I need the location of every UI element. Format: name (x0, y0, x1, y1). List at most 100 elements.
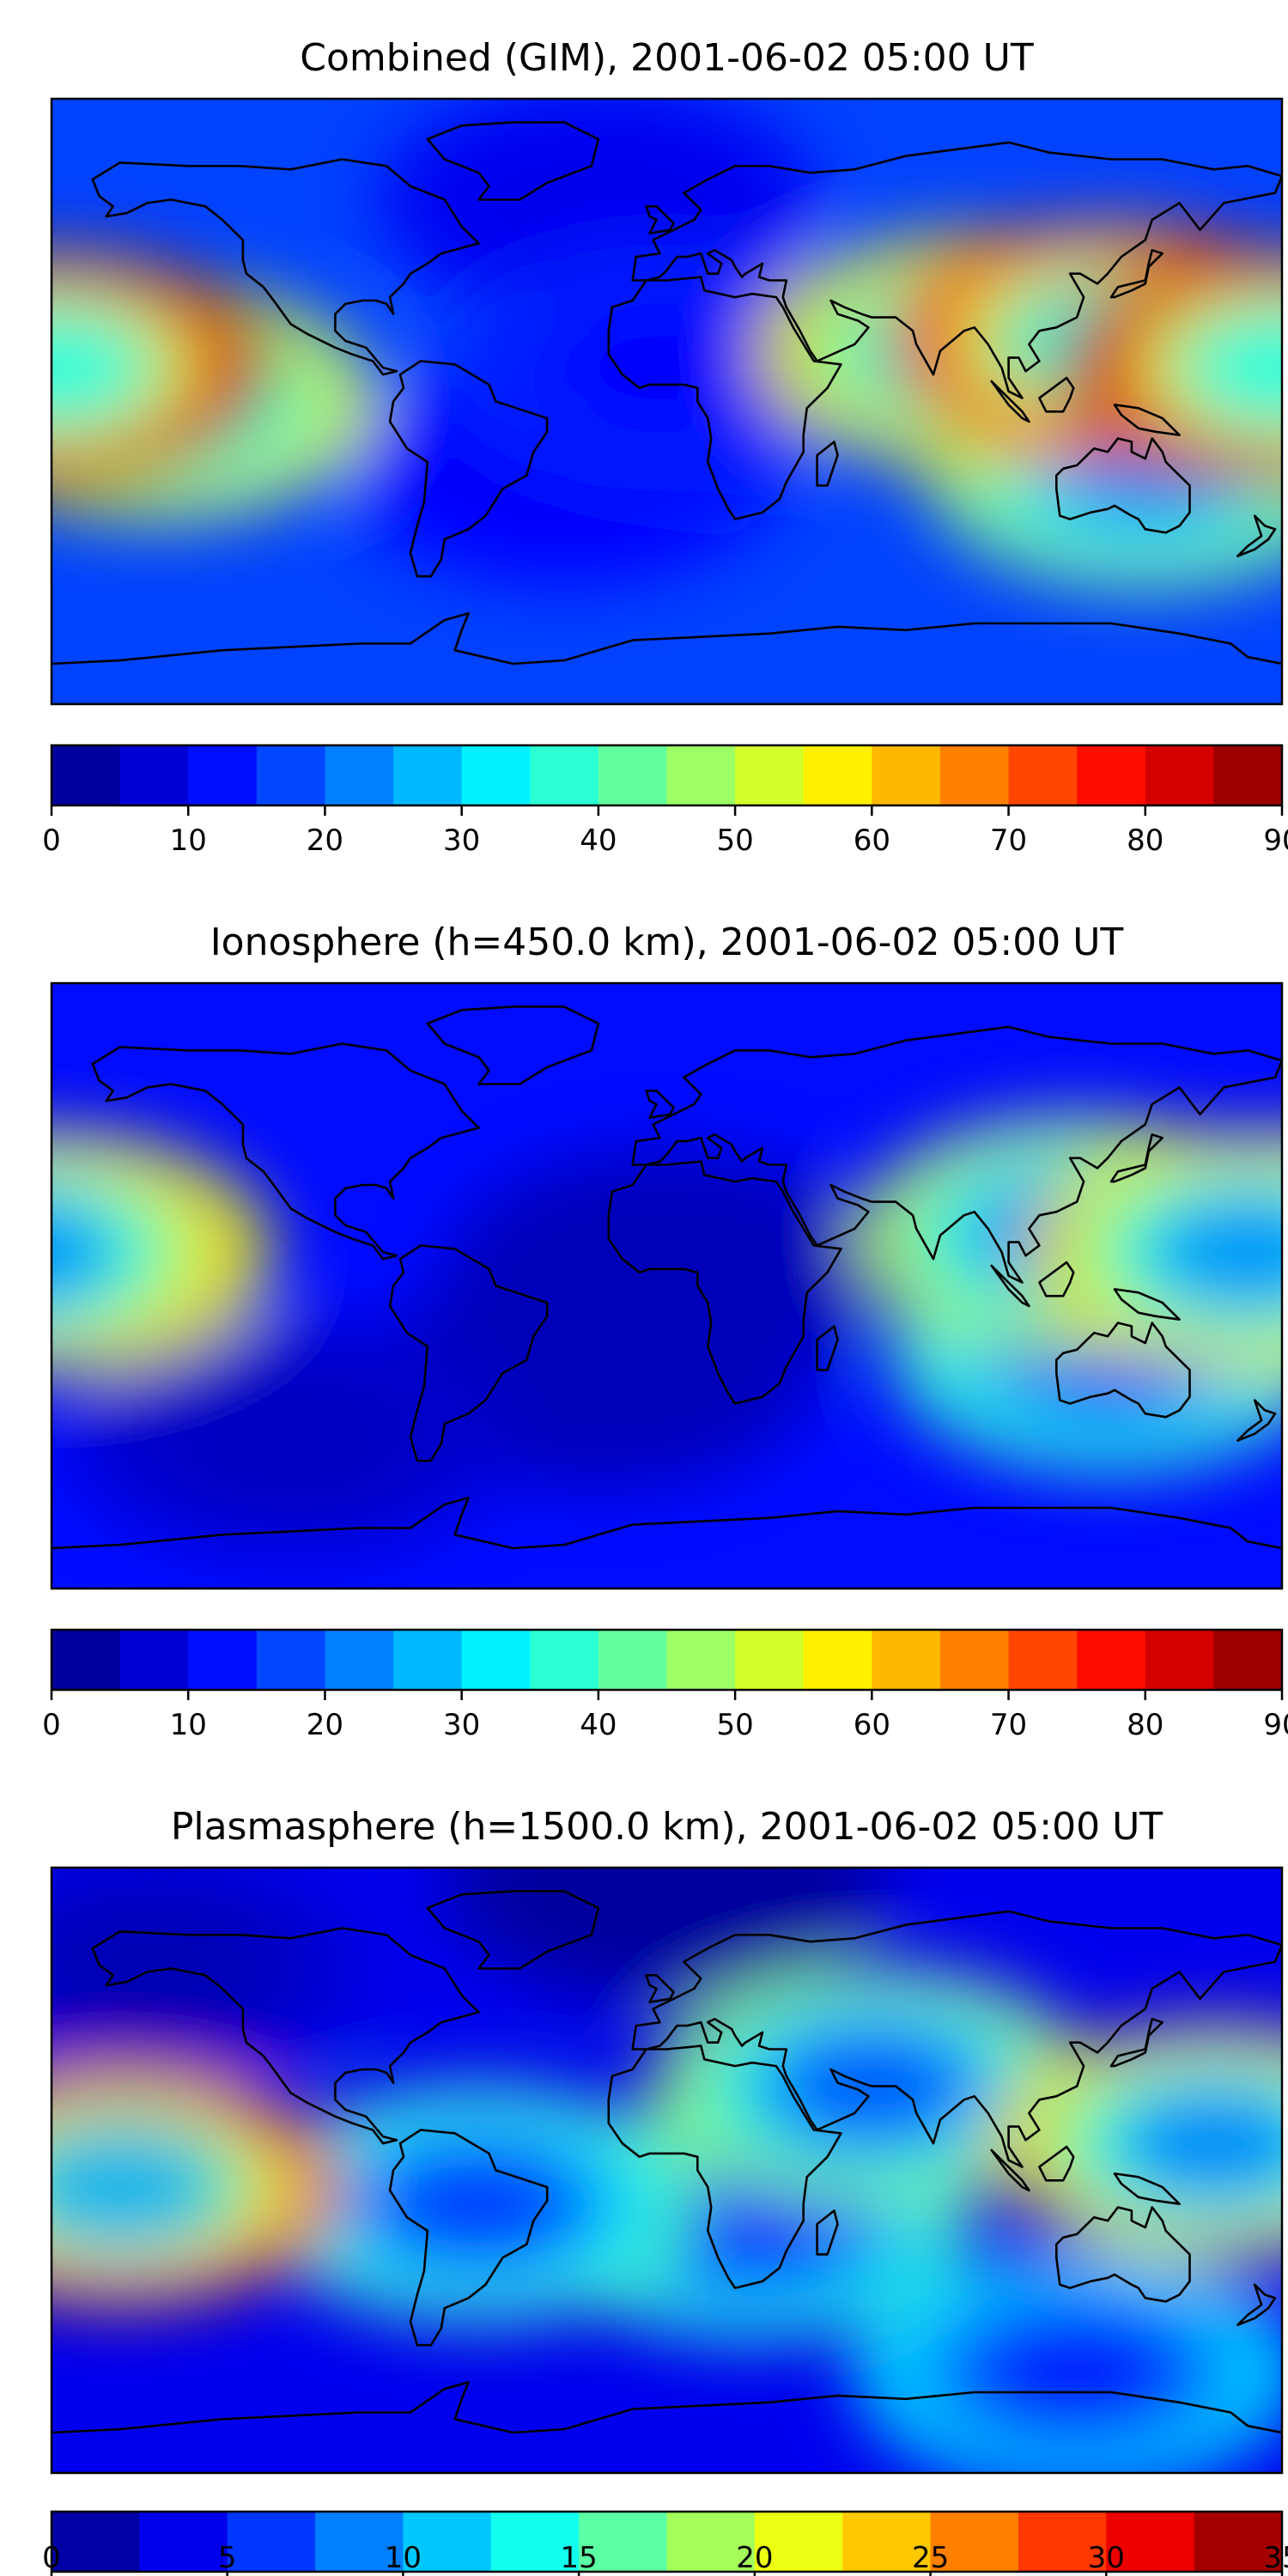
colorbar: 0 10 20 30 40 50 60 70 80 90 (42, 744, 1288, 858)
map-frame (50, 981, 1284, 1590)
colorbar-tick-label: 60 (854, 1708, 890, 1742)
coastline-greenland (426, 1890, 600, 1970)
coastline-greenland (426, 121, 600, 201)
field-feature-east-pacific-maximum (52, 2128, 222, 2246)
coastline-antarctica (52, 611, 1282, 665)
coastline-great-britain (645, 205, 675, 235)
field-feature-northern-polar-low (566, 1868, 768, 1944)
coastlines (52, 1005, 1282, 1550)
colorbar-segment (803, 1630, 872, 1690)
colorbar-segment (530, 745, 599, 805)
coastline-japan (1109, 1133, 1163, 1183)
coastline-eurasia (631, 141, 1282, 399)
field-feature-north-pacific-low (52, 1909, 255, 2028)
colorbar-tick-label: 90 (1263, 823, 1288, 858)
colorbar-tick-label: 10 (170, 1708, 207, 1742)
colorbar-segment (393, 1630, 463, 1690)
colorbar-tick-label: 10 (170, 823, 207, 858)
colorbar: 0 10 20 30 40 50 60 70 80 90 (42, 1628, 1288, 1742)
colorbar-segment (939, 745, 1010, 805)
colorbar-segment (842, 2512, 932, 2572)
colorbar-segment (325, 745, 394, 805)
field-feature-north-atlantic-low (497, 140, 700, 259)
coastline-north-america (91, 158, 480, 376)
coastline-africa (607, 1160, 842, 1405)
colorbar-segment (139, 2512, 228, 2572)
colorbar-tick-label: 10 (385, 2541, 422, 2575)
coastline-borneo (1038, 2145, 1075, 2182)
colorbar-tick-label: 0 (42, 2541, 61, 2575)
field-feature-dateline-maximum-wrap (1181, 308, 1282, 428)
coastline-sumatra (990, 1264, 1030, 1308)
field-feature-south-america-band (378, 2144, 580, 2263)
colorbar-tick-label: 5 (218, 2541, 237, 2575)
field-feature-southern-ocean-band (975, 2312, 1178, 2432)
colorbar: 0 5 10 15 20 25 30 35 (42, 2510, 1288, 2576)
colorbar-tick-label: 80 (1127, 823, 1163, 858)
coastline-great-britain (645, 1974, 675, 2003)
colorbar-segment (1145, 1630, 1214, 1690)
coastline-sumatra (990, 380, 1030, 423)
colorbar-tick-label: 40 (580, 823, 617, 858)
coastline-borneo (1038, 376, 1075, 413)
coastline-africa (607, 2044, 842, 2289)
colorbar-segment (598, 1630, 668, 1690)
chart-panel-2: Ionosphere (h=450.0 km), 2001-06-02 05:0… (42, 920, 1288, 1742)
coastline-great-britain (645, 1090, 675, 1119)
colorbar-segment (461, 745, 531, 805)
colorbar-tick-label: 30 (443, 1708, 480, 1742)
map-frame (50, 97, 1284, 706)
coastline-new-guinea (1113, 1288, 1181, 1321)
coastline-eurasia (631, 1910, 1282, 2168)
coastline-new-guinea (1113, 2172, 1181, 2205)
colorbar-segment (872, 745, 941, 805)
map-frame (50, 1866, 1284, 2475)
colorbar-segment (530, 1630, 599, 1690)
coastline-south-america (388, 2129, 549, 2347)
coastline-antarctica (52, 1497, 1282, 1550)
colorbar-tick-label: 0 (42, 823, 61, 858)
colorbar-segment (188, 1630, 258, 1690)
coastline-new-zealand (1236, 1399, 1277, 1442)
colorbar-segment (52, 1630, 121, 1690)
coastline-japan (1109, 2018, 1163, 2068)
coastline-borneo (1038, 1261, 1075, 1297)
field-feature-west-pacific-band (1146, 1193, 1282, 1312)
coastline-antarctica (52, 2381, 1282, 2434)
coastlines (52, 1890, 1282, 2434)
field-feature-west-pacific-maximum (1112, 2084, 1282, 2202)
coastline-new-zealand (1236, 2283, 1277, 2326)
colorbar-segment (119, 745, 189, 805)
colorbar-segment (188, 745, 258, 805)
chart-panel-3: Plasmasphere (h=1500.0 km), 2001-06-02 0… (42, 1805, 1288, 2576)
panel-title: Ionosphere (h=450.0 km), 2001-06-02 05:0… (210, 920, 1124, 964)
colorbar-segment (1008, 745, 1078, 805)
coastlines (52, 121, 1282, 665)
colorbar-segment (1018, 2512, 1107, 2572)
colorbar-segment (735, 745, 805, 805)
colorbar-segment (227, 2512, 316, 2572)
colorbar-segment (872, 1630, 941, 1690)
coastline-south-america (388, 360, 549, 578)
colorbar-tick-label: 30 (1088, 2541, 1125, 2575)
coastline-new-zealand (1236, 514, 1277, 558)
colorbar-segment (52, 2512, 140, 2572)
coastline-madagascar (816, 1325, 839, 1371)
colorbar-segment (1077, 1630, 1146, 1690)
colorbar-segment (1145, 745, 1214, 805)
colorbar-segment (939, 1630, 1010, 1690)
coastline-australia (1055, 1321, 1191, 1419)
colorbar-segment (1008, 1630, 1078, 1690)
map-field (52, 1868, 1282, 2473)
colorbar-tick-label: 70 (990, 1708, 1027, 1742)
colorbar-tick-label: 80 (1127, 1708, 1163, 1742)
colorbar-tick-label: 25 (912, 2541, 949, 2575)
panel-title: Combined (GIM), 2001-06-02 05:00 UT (300, 36, 1034, 80)
coastline-eurasia (631, 1025, 1282, 1284)
colorbar-segment (598, 745, 668, 805)
colorbar-tick-label: 20 (307, 823, 343, 858)
colorbar-tick-label: 20 (736, 2541, 773, 2575)
colorbar-tick-label: 40 (580, 1708, 617, 1742)
colorbar-segment (256, 745, 326, 805)
colorbar-segment (735, 1630, 805, 1690)
